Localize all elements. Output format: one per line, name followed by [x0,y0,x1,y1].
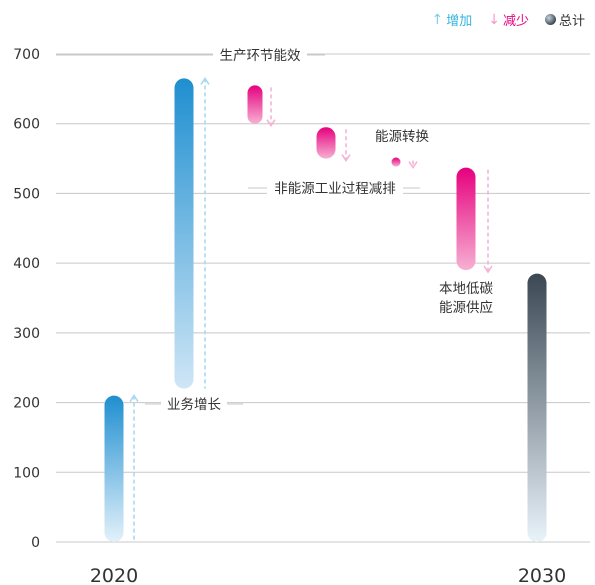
gray-dot-icon [544,14,556,25]
y-tick-label: 0 [31,535,40,551]
step-label: 业务增长 [167,397,221,413]
label-background [213,44,307,64]
legend-total-label: 总计 [558,14,585,29]
arrow-head [408,161,418,169]
x-axis-label: 2030 [518,565,566,585]
legend-increase: ↑ 增加 [431,10,473,30]
arrow-head [266,119,276,128]
y-tick-label: 300 [13,326,40,342]
y-tick-label: 500 [13,186,40,202]
step-label: 生产环节能效 [220,48,301,64]
down-arrow-icon: ↓ [488,11,500,28]
arrow-head [341,154,351,163]
bar-total [104,395,124,542]
bar-decrease [316,127,336,159]
legend-decrease: ↓ 减少 [488,10,529,30]
up-arrow-icon: ↑ [431,11,444,28]
legend-total: 总计 [544,10,585,29]
bar-decrease [456,167,476,271]
legend: ↑ 增加 ↓ 减少 总计 [431,10,585,30]
y-tick-label: 400 [13,256,40,272]
y-tick-label: 200 [13,396,40,412]
step-label: 非能源工业过程减排 [274,181,396,197]
step-label: 本地低碳 [439,281,493,297]
x-axis-label: 2020 [90,565,138,585]
arrow-head [200,76,210,85]
arrow-head [483,265,493,274]
step-label: 能源供应 [439,299,493,316]
bar-decrease [247,85,263,124]
bar-total [527,273,547,542]
y-tick-label: 100 [13,465,40,481]
label-background [161,393,227,413]
y-tick-label: 600 [13,117,40,133]
bar-increase [174,78,194,389]
y-tick-label: 700 [13,47,40,63]
legend-decrease-label: 减少 [502,14,529,29]
arrow-head [129,394,139,403]
legend-increase-label: 增加 [446,14,473,29]
bar-decrease [391,157,401,167]
step-label: 能源转换 [375,129,429,145]
label-background [369,125,435,145]
label-background [267,177,403,197]
